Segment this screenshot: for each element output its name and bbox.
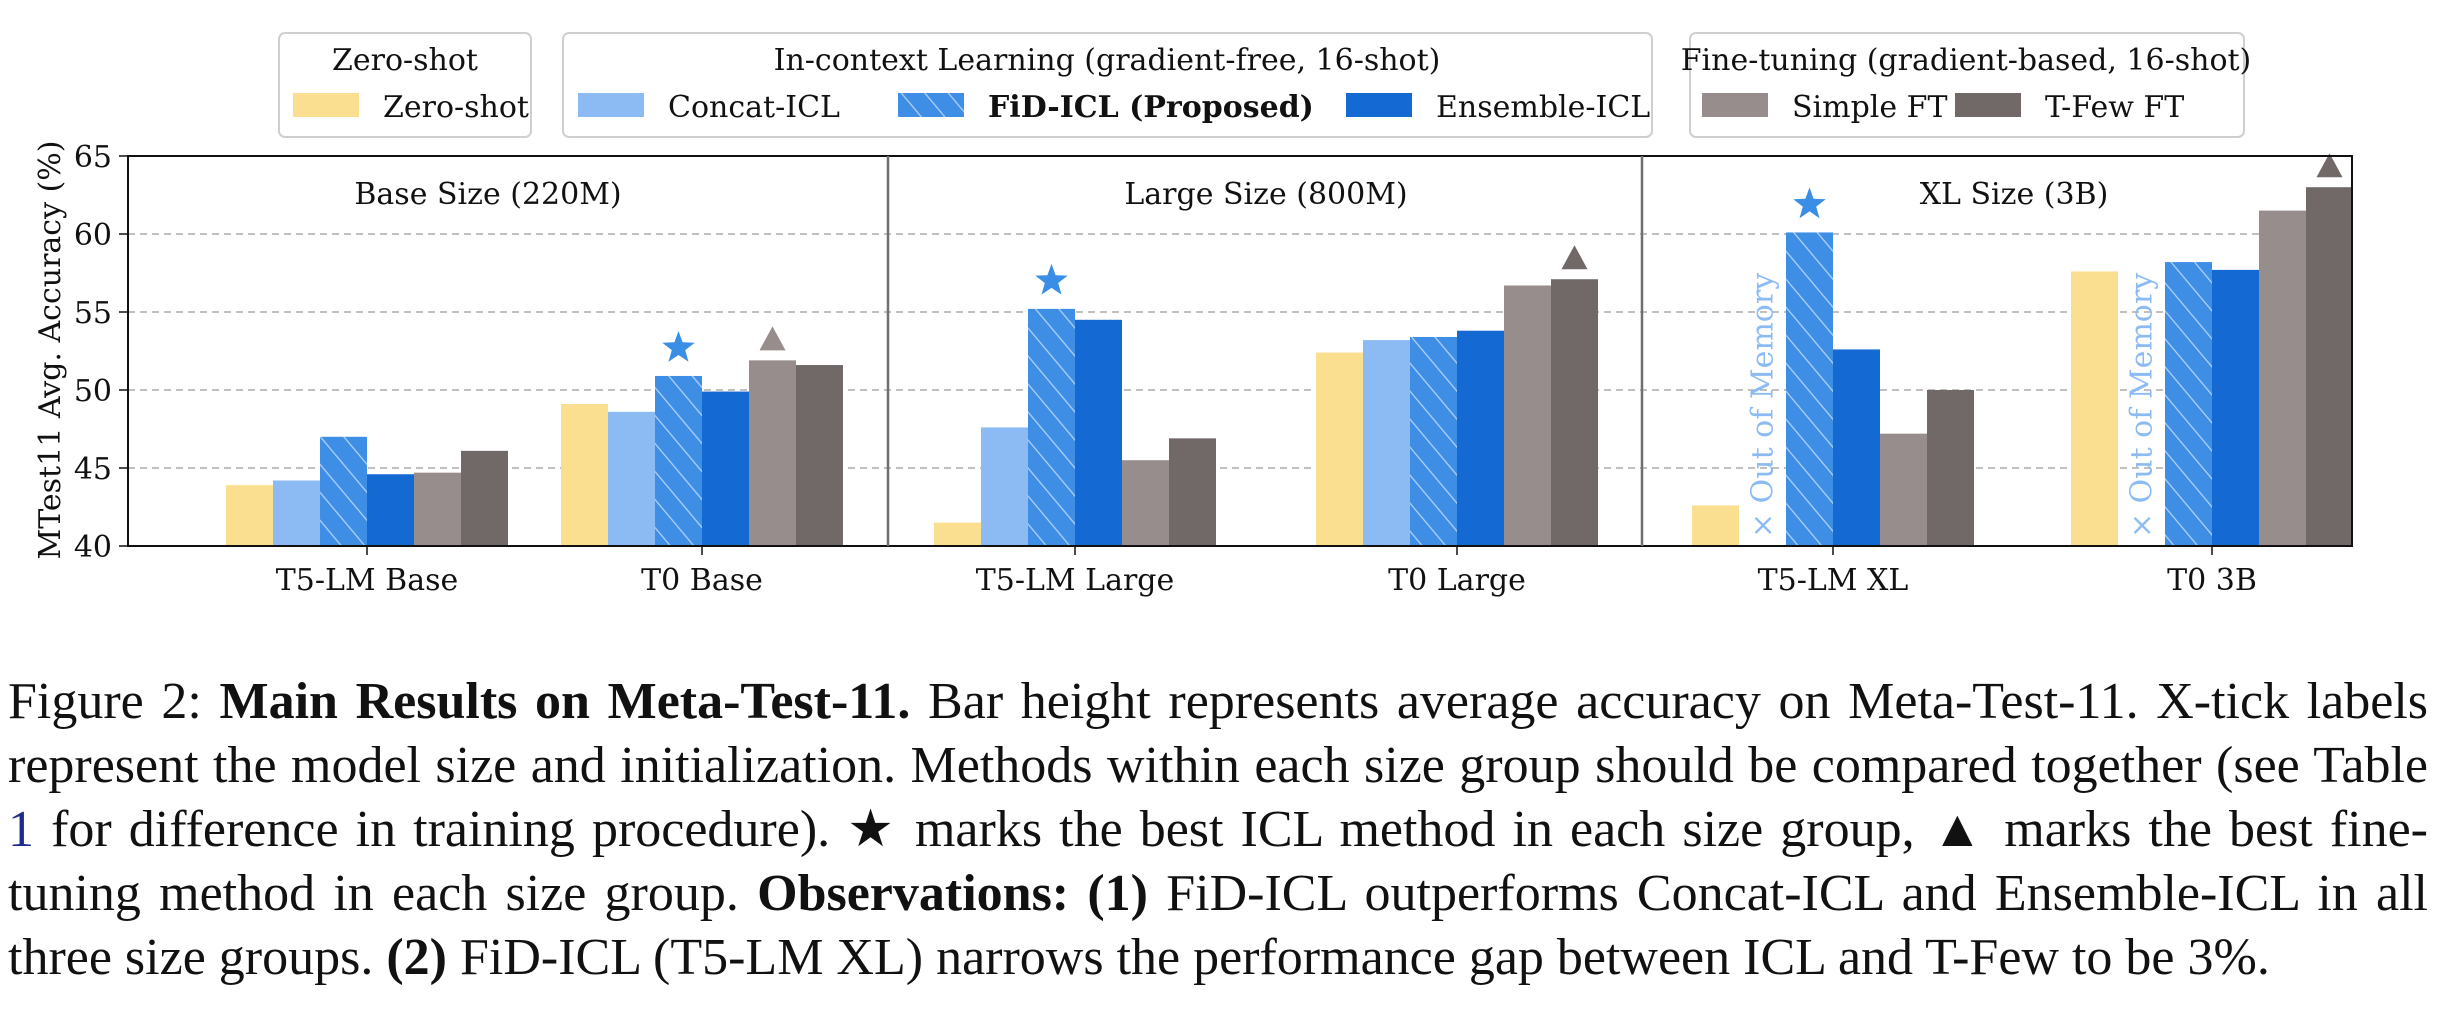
bar-hatch — [2165, 262, 2212, 546]
bar — [1363, 340, 1410, 546]
bar — [2306, 187, 2353, 546]
bar — [1927, 390, 1974, 546]
bar — [226, 485, 273, 546]
bar — [561, 404, 608, 546]
y-tick-label: 50 — [74, 374, 112, 409]
bar-hatch — [1028, 308, 1075, 546]
bar-hatch — [655, 375, 702, 546]
bar — [749, 360, 796, 546]
legend-swatch — [578, 93, 644, 117]
legend-entry-label: Zero-shot — [383, 90, 529, 125]
bar — [1169, 438, 1216, 546]
figure-caption: Figure 2: Main Results on Meta-Test-11. … — [8, 670, 2428, 990]
best-markers — [662, 153, 2343, 362]
bar — [981, 427, 1028, 546]
bar — [2212, 269, 2259, 546]
out-of-memory-label: × Out of Memory — [2125, 273, 2160, 538]
bar-hatch — [1786, 232, 1833, 546]
legend-swatch — [1702, 93, 1768, 117]
legend-group-title: In-context Learning (gradient-free, 16-s… — [774, 43, 1441, 78]
size-group-label: XL Size (3B) — [1920, 177, 2109, 212]
legend-swatch — [1955, 93, 2021, 117]
legend-entry-label: Concat-ICL — [668, 90, 840, 125]
observation-1-number: (1) — [1069, 865, 1148, 922]
bar — [934, 522, 981, 546]
size-group-label: Large Size (800M) — [1124, 177, 1407, 212]
legend-group-title: Fine-tuning (gradient-based, 16-shot) — [1681, 43, 2252, 78]
x-tick-label: T5-LM Base — [276, 563, 459, 598]
bar — [1692, 505, 1739, 546]
legend-swatch — [1346, 93, 1412, 117]
bar — [796, 365, 843, 546]
bar-chart: Zero-shot Zero-shot In-context Learning (g… — [33, 32, 2353, 598]
best-ft-triangle-marker — [759, 326, 786, 351]
bar — [1504, 285, 1551, 546]
bar-hatch — [320, 436, 367, 546]
bars: × Out of Memory × Out of Memory — [226, 187, 2353, 546]
legend-entry-label: Simple FT — [1792, 90, 1948, 125]
caption-text-2: for difference in training procedure). ★… — [8, 801, 2428, 922]
best-icl-star-marker — [662, 331, 695, 362]
bar — [702, 391, 749, 546]
y-tick-label: 65 — [74, 140, 112, 175]
size-group-label: Base Size (220M) — [354, 177, 621, 212]
bar — [2071, 271, 2118, 546]
axes: 40 45 50 55 60 65 Base Size (220M) Large Size (… — [74, 140, 2353, 598]
legend-box — [1689, 32, 2245, 138]
bar — [1551, 279, 1598, 546]
caption-title: Main Results on Meta-Test-11. — [219, 673, 911, 730]
observation-1-text: FiD-ICL outperforms Concat-ICL and Ensem… — [8, 865, 2429, 986]
x-tick-label: T5-LM XL — [1758, 563, 1909, 598]
bar — [1122, 460, 1169, 546]
caption-text-1: Bar height represents average accuracy o… — [8, 673, 2429, 794]
bar — [1880, 433, 1927, 546]
legend-swatch — [293, 93, 359, 117]
bar — [2259, 210, 2306, 546]
x-tick-label: T0 Base — [641, 563, 763, 598]
y-tick-label: 40 — [74, 530, 112, 565]
bar — [367, 474, 414, 546]
out-of-memory-label: × Out of Memory — [1746, 273, 1781, 538]
legend: Zero-shot Zero-shot In-context Learning (g… — [278, 32, 2252, 138]
legend-group-title: Zero-shot — [332, 43, 478, 78]
bar — [273, 480, 320, 546]
legend-entry-label: FiD-ICL (Proposed) — [988, 90, 1314, 125]
best-icl-star-marker — [1035, 263, 1068, 295]
best-ft-triangle-marker — [1561, 245, 1588, 270]
observation-2-number: (2) — [386, 929, 447, 986]
observation-2-text: FiD-ICL (T5-LM XL) narrows the performan… — [446, 929, 2270, 986]
y-tick-label: 55 — [74, 296, 112, 331]
legend-swatch-hatch — [898, 93, 964, 117]
bar — [608, 411, 655, 546]
best-ft-triangle-marker — [2316, 153, 2343, 178]
x-tick-label: T0 3B — [2167, 563, 2257, 598]
bar — [1833, 349, 1880, 546]
bar-hatch — [1410, 336, 1457, 546]
x-tick-label: T0 Large — [1388, 563, 1526, 598]
grid-lines — [128, 233, 2352, 469]
x-tick-label: T5-LM Large — [976, 563, 1175, 598]
bar — [461, 450, 508, 546]
legend-entry-label: T-Few FT — [2045, 90, 2184, 125]
y-axis-label: MTest11 Avg. Accuracy (%) — [33, 140, 68, 559]
best-icl-star-marker — [1793, 187, 1826, 219]
observations-label: Observations: — [757, 865, 1070, 922]
bar — [1316, 352, 1363, 546]
table-reference-link[interactable]: 1 — [8, 801, 34, 858]
bar — [414, 472, 461, 546]
y-tick-label: 60 — [74, 218, 112, 253]
legend-entry-label: Ensemble-ICL — [1436, 90, 1650, 125]
bar — [1075, 319, 1122, 546]
caption-prefix: Figure 2: — [8, 673, 220, 730]
plot-frame — [127, 155, 2353, 547]
bar — [1457, 330, 1504, 546]
y-tick-label: 45 — [74, 452, 112, 487]
